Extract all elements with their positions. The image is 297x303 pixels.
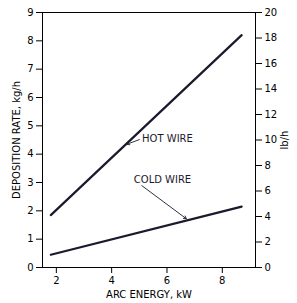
svg-text:4: 4 [108,275,114,286]
svg-text:2: 2 [265,236,271,247]
svg-text:4: 4 [27,148,33,159]
svg-text:COLD WIRE: COLD WIRE [134,174,191,185]
svg-text:7: 7 [27,63,33,74]
svg-text:0: 0 [265,262,271,273]
svg-text:10: 10 [265,134,278,145]
svg-text:2: 2 [53,275,59,286]
svg-text:8: 8 [219,275,225,286]
svg-text:6: 6 [265,185,271,196]
svg-text:4: 4 [265,211,271,222]
svg-text:lb/h: lb/h [279,131,290,150]
svg-text:HOT WIRE: HOT WIRE [142,133,193,144]
svg-text:12: 12 [265,109,278,120]
svg-text:3: 3 [27,177,33,188]
svg-text:14: 14 [265,83,278,94]
svg-text:8: 8 [27,35,33,46]
svg-text:ARC ENERGY, kW: ARC ENERGY, kW [106,289,192,300]
svg-text:DEPOSITION RATE, kg/h: DEPOSITION RATE, kg/h [11,81,22,199]
svg-text:6: 6 [164,275,170,286]
svg-text:20: 20 [265,7,278,18]
svg-text:0: 0 [27,262,33,273]
svg-text:1: 1 [27,233,33,244]
svg-text:5: 5 [27,120,33,131]
svg-text:2: 2 [27,205,33,216]
svg-text:18: 18 [265,32,278,43]
svg-text:16: 16 [265,58,278,69]
svg-text:6: 6 [27,92,33,103]
svg-text:9: 9 [27,7,33,18]
svg-text:8: 8 [265,160,271,171]
